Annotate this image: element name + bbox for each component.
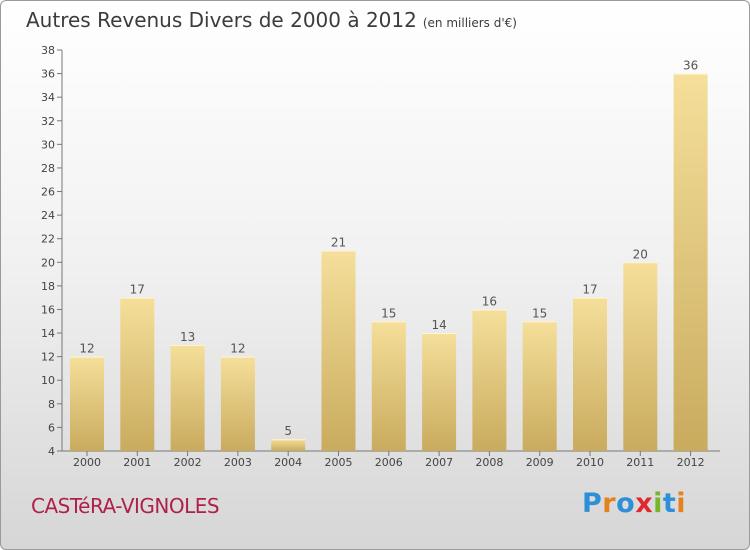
- y-tick-label: 38: [41, 44, 55, 57]
- x-tick-label: 2009: [526, 456, 554, 469]
- data-label: 15: [532, 306, 547, 320]
- y-tick-label: 8: [48, 398, 55, 411]
- y-tick-label: 4: [48, 445, 55, 458]
- y-tick-label: 12: [41, 351, 55, 364]
- bar-2009: [522, 321, 557, 451]
- place-name: CASTéRA-VIGNOLES: [31, 494, 220, 518]
- bar-2001: [120, 297, 155, 451]
- data-label: 15: [381, 306, 396, 320]
- y-tick-label: 36: [41, 68, 55, 81]
- y-tick-label: 16: [41, 303, 55, 316]
- data-label: 13: [180, 330, 195, 344]
- proxiti-logo: Proxiti: [582, 488, 686, 519]
- logo-letter: x: [635, 488, 654, 519]
- x-tick-label: 2000: [73, 456, 101, 469]
- bar-2006: [371, 321, 406, 451]
- y-tick-label: 24: [41, 209, 55, 222]
- x-tick-label: 2008: [475, 456, 503, 469]
- bar-2000: [70, 356, 104, 451]
- x-tick-label: 2006: [375, 456, 403, 469]
- y-tick-label: 34: [41, 91, 55, 104]
- y-tick-label: 6: [48, 421, 55, 434]
- bar-2010: [573, 297, 607, 451]
- logo-letter: P: [582, 488, 603, 519]
- x-tick-label: 2011: [626, 456, 654, 469]
- x-tick-label: 2005: [325, 456, 353, 469]
- y-tick-label: 32: [41, 115, 55, 128]
- chart-title: Autres Revenus Divers de 2000 à 2012 (en …: [26, 8, 517, 32]
- bar-2005: [321, 250, 356, 451]
- x-tick-label: 2007: [425, 456, 453, 469]
- x-tick-label: 2001: [123, 456, 151, 469]
- data-label: 20: [633, 247, 648, 261]
- y-tick-label: 30: [41, 138, 55, 151]
- logo-letter: t: [662, 488, 677, 519]
- x-tick-label: 2003: [224, 456, 252, 469]
- y-tick-label: 22: [41, 233, 55, 246]
- logo-letter: r: [602, 488, 617, 519]
- data-label: 17: [130, 283, 145, 297]
- y-tick-label: 20: [41, 256, 55, 269]
- logo-letter: i: [653, 488, 663, 519]
- data-label: 14: [431, 318, 446, 332]
- x-tick-label: 2012: [677, 456, 705, 469]
- bar-2012: [673, 73, 708, 452]
- y-tick-label: 18: [41, 280, 55, 293]
- x-tick-label: 2002: [174, 456, 202, 469]
- x-tick-label: 2010: [576, 456, 604, 469]
- chart-title-text: Autres Revenus Divers de 2000 à 2012: [26, 8, 417, 32]
- data-label: 12: [230, 342, 245, 356]
- data-label: 21: [331, 236, 346, 250]
- logo-letter: o: [616, 488, 636, 519]
- chart-subtitle: (en milliers d'€): [422, 16, 517, 30]
- data-label: 17: [582, 283, 597, 297]
- y-tick-label: 10: [41, 374, 55, 387]
- data-label: 5: [284, 424, 292, 438]
- data-label: 16: [482, 294, 497, 308]
- y-tick-label: 14: [41, 327, 55, 340]
- bar-2007: [422, 333, 457, 451]
- bar-2008: [472, 309, 507, 451]
- logo-letter: i: [676, 488, 687, 519]
- data-label: 12: [79, 342, 94, 356]
- y-tick-label: 26: [41, 186, 55, 199]
- bar-2004: [271, 439, 306, 451]
- data-label: 36: [683, 59, 698, 73]
- bar-2002: [170, 344, 205, 451]
- bar-2011: [623, 262, 658, 451]
- x-tick-label: 2004: [274, 456, 302, 469]
- y-tick-label: 28: [41, 162, 55, 175]
- bar-2003: [220, 356, 255, 451]
